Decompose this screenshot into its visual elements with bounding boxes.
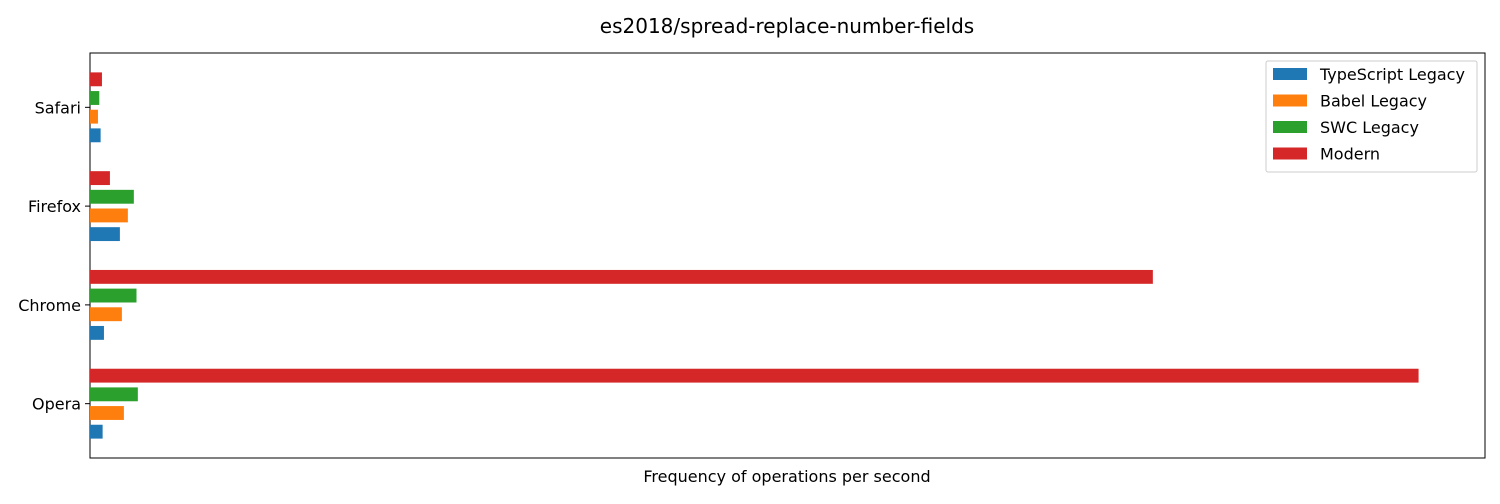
bar-babel-legacy-opera [90,406,124,420]
bar-typescript-legacy-firefox [90,227,120,242]
legend-swatch-swc-legacy [1273,121,1307,133]
bar-modern-opera [90,368,1419,383]
bars-layer [90,72,1419,439]
legend-swatch-modern [1273,147,1307,160]
x-axis-label: Frequency of operations per second [643,467,930,486]
y-axis-ticks: Opera Chrome Firefox Safari [18,98,90,414]
y-tick-label-chrome: Chrome [18,296,81,315]
bar-typescript-legacy-safari [90,128,101,143]
bar-swc-legacy-chrome [90,288,137,303]
chart-title: es2018/spread-replace-number-fields [600,14,974,38]
plot-frame [89,52,1486,459]
y-tick-label-safari: Safari [35,98,81,117]
bar-babel-legacy-chrome [90,307,122,322]
legend-label-swc-legacy: SWC Legacy [1320,118,1419,137]
legend-swatch-typescript-legacy [1273,68,1307,80]
legend-frame [1265,60,1478,173]
y-tick-label-opera: Opera [32,395,81,414]
bar-modern-chrome [90,269,1153,284]
legend-label-typescript-legacy: TypeScript Legacy [1319,65,1465,84]
legend-swatch-babel-legacy [1273,94,1307,107]
bar-babel-legacy-firefox [90,208,128,223]
bar-typescript-legacy-chrome [90,325,104,340]
bar-typescript-legacy-opera [90,424,103,439]
bar-swc-legacy-safari [90,91,100,105]
bar-babel-legacy-safari [90,109,98,124]
bar-modern-firefox [90,171,110,186]
legend-label-babel-legacy: Babel Legacy [1320,92,1427,111]
bar-modern-safari [90,72,102,87]
bar-swc-legacy-opera [90,387,138,402]
y-tick-label-firefox: Firefox [28,197,81,216]
legend-label-modern: Modern [1320,145,1380,164]
legend: TypeScript Legacy Babel Legacy SWC Legacy M… [1265,60,1478,173]
bar-swc-legacy-firefox [90,189,134,204]
